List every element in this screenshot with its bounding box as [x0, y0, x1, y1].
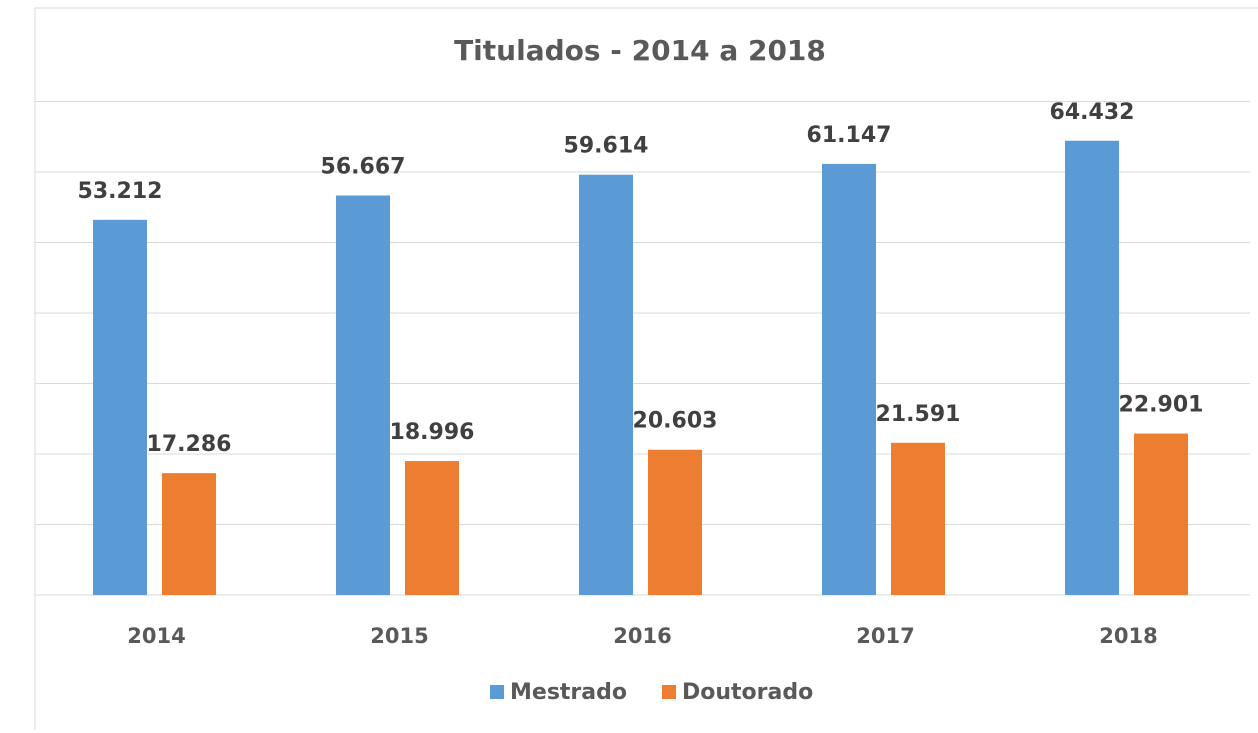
data-label: 64.432: [1050, 100, 1135, 125]
data-label: 61.147: [807, 123, 892, 148]
chart-title: Titulados - 2014 a 2018: [454, 34, 826, 67]
x-tick-label: 2018: [1099, 624, 1157, 648]
bar: [579, 174, 633, 595]
x-tick-label: 2017: [856, 624, 914, 648]
data-label: 17.286: [147, 432, 232, 457]
legend-swatch: [662, 685, 676, 699]
data-label: 22.901: [1119, 393, 1204, 418]
data-label: 56.667: [321, 154, 406, 179]
data-label: 18.996: [390, 420, 475, 445]
data-label: 59.614: [564, 134, 649, 159]
bar: [891, 442, 945, 595]
x-tick-label: 2016: [613, 624, 671, 648]
data-label: 53.212: [78, 179, 163, 204]
legend-label: Doutorado: [682, 680, 813, 705]
chart-border: [34, 7, 1258, 733]
bar: [1065, 140, 1119, 595]
bar: [405, 461, 459, 595]
x-tick-label: 2015: [370, 624, 428, 648]
legend-swatch: [490, 685, 504, 699]
bar: [336, 195, 390, 595]
data-label: 20.603: [633, 409, 718, 434]
bar: [1134, 433, 1188, 595]
bar: [648, 449, 702, 595]
bar: [162, 473, 216, 595]
bar: [822, 163, 876, 596]
x-tick-label: 2014: [127, 624, 185, 648]
bar: [93, 219, 147, 595]
data-label: 21.591: [876, 402, 961, 427]
legend-label: Mestrado: [510, 680, 627, 705]
